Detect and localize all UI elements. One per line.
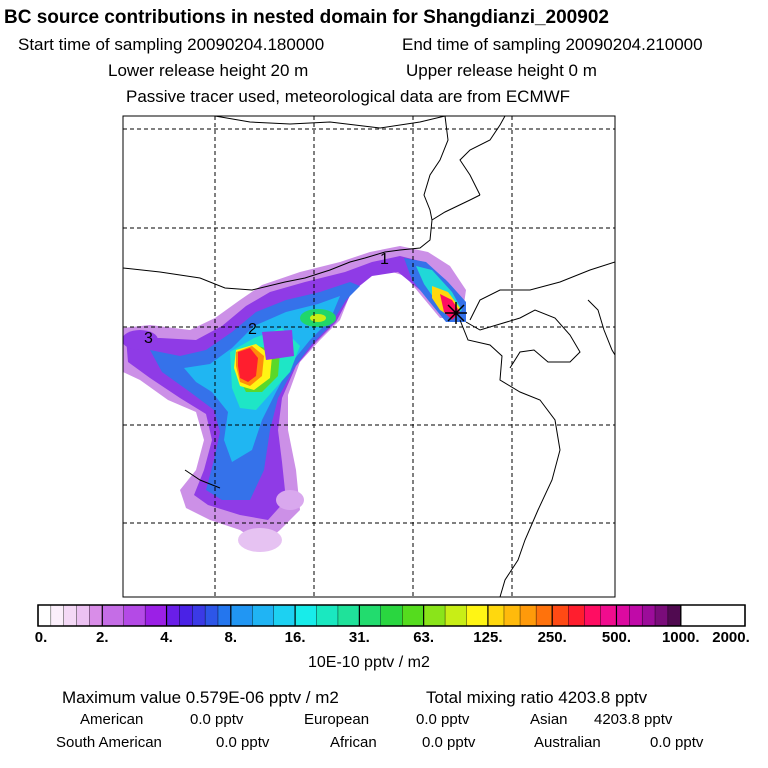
coast-east [459, 319, 561, 597]
region-name: Australian [534, 734, 601, 751]
point-label-2: 2 [248, 321, 257, 338]
region-name: South American [56, 734, 162, 751]
colorbar-tick-label: 31. [348, 629, 370, 646]
point-label-1: 1 [380, 251, 389, 268]
start-time-label: Start time of sampling 20090204.180000 [18, 35, 325, 54]
region-value: 0.0 pptv [416, 711, 470, 728]
region-value: 0.0 pptv [650, 734, 704, 751]
graticule [123, 116, 615, 597]
border-north [123, 194, 481, 291]
plume-red [238, 348, 258, 382]
colorbar-tick-label: 2. [96, 629, 109, 646]
map-frame [122, 115, 616, 598]
border-korea [469, 261, 615, 321]
tracer-note: Passive tracer used, meteorological data… [126, 87, 571, 106]
region-name: Asian [530, 711, 568, 728]
colorbar-tick-label: 63. [413, 629, 435, 646]
region-name: African [330, 734, 377, 751]
coastline-layer [123, 116, 615, 597]
region-name: European [304, 711, 370, 728]
border-west [184, 469, 221, 489]
region-value: 0.0 pptv [216, 734, 270, 751]
region-value: 0.0 pptv [190, 711, 244, 728]
maximum-value: Maximum value 0.579E-06 pptv / m2 [62, 688, 339, 707]
lower-release-label: Lower release height 20 m [108, 61, 309, 80]
plume-gap [262, 330, 294, 360]
colorbar-tick-label: 250. [537, 629, 567, 646]
region-value: 0.0 pptv [422, 734, 476, 751]
colorbar-tick-label: 8. [224, 629, 238, 646]
point-label-3: 3 [144, 330, 153, 347]
region-value: 4203.8 pptv [594, 711, 673, 728]
plume-violet [126, 256, 460, 520]
colorbar-tick-label: 1000. [661, 629, 700, 646]
border-mongolia [423, 116, 449, 221]
total-mixing-ratio: Total mixing ratio 4203.8 pptv [426, 688, 648, 707]
colorbar-tick-label: 0. [34, 629, 48, 646]
colorbar-tick-label: 4. [160, 629, 173, 646]
border-ne [459, 116, 506, 196]
receptor-marker [445, 302, 467, 324]
colorbar-tick-label: 16. [284, 629, 306, 646]
coast-bohai [465, 309, 581, 369]
colorbar-tick-label: 2000. [712, 629, 750, 646]
plume-layer [123, 246, 466, 552]
colorbar-unit: 10E-10 pptv / m2 [308, 654, 430, 671]
colorbar-tick-label: 125. [473, 629, 503, 646]
region-name: American [80, 711, 144, 728]
end-time-label: End time of sampling 20090204.210000 [402, 35, 703, 54]
coast-korea [587, 299, 615, 356]
colorbar-tick-label: 500. [601, 629, 632, 646]
upper-release-label: Upper release height 0 m [406, 61, 597, 80]
plot-title: BC source contributions in nested domain… [4, 7, 609, 28]
border-top [214, 116, 446, 129]
